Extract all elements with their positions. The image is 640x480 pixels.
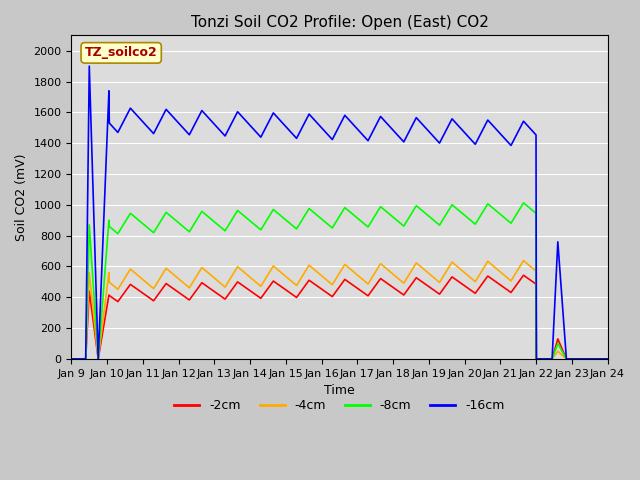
- Title: Tonzi Soil CO2 Profile: Open (East) CO2: Tonzi Soil CO2 Profile: Open (East) CO2: [191, 15, 488, 30]
- Y-axis label: Soil CO2 (mV): Soil CO2 (mV): [15, 154, 28, 241]
- X-axis label: Time: Time: [324, 384, 355, 397]
- Text: TZ_soilco2: TZ_soilco2: [85, 47, 157, 60]
- Legend: -2cm, -4cm, -8cm, -16cm: -2cm, -4cm, -8cm, -16cm: [170, 395, 509, 418]
